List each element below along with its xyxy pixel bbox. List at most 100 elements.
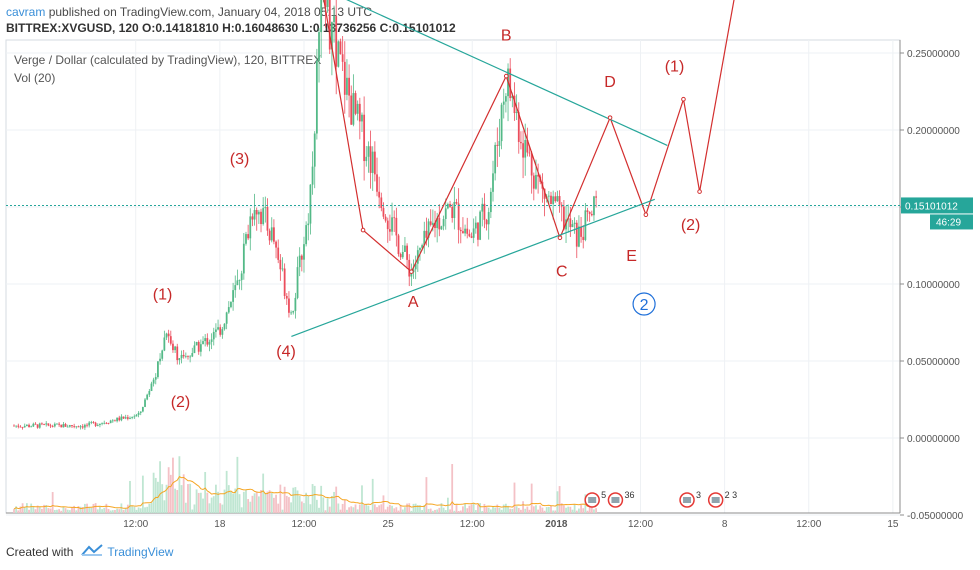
candle-body [399,254,402,258]
volume-bar [111,510,114,513]
author-link[interactable]: cavram [6,5,46,19]
volume-bar [580,504,582,513]
volume-bar [141,475,144,513]
candle-body [470,236,473,238]
candle-body [281,268,284,270]
volume-bar [539,505,542,513]
candle-body [556,196,559,202]
volume-bar [232,493,234,513]
volume-bar [520,509,522,513]
volume-bar [86,503,88,513]
volume-bar [28,509,30,513]
candle-body [504,96,507,102]
candle-body [180,354,183,359]
volume-bar [169,474,172,513]
volume-bar [455,504,458,513]
volume-bar [249,501,252,513]
volume-bar [159,461,161,513]
volume-bar [350,506,353,513]
volume-bar [41,508,43,513]
volume-bar [535,505,537,513]
volume-bar [436,509,439,513]
candle-body [436,217,439,229]
volume-bar [565,507,567,513]
x-tick-label: 12:00 [796,519,821,530]
volume-bar [99,506,101,513]
candle-body [182,354,185,357]
volume-bar [294,487,297,513]
volume-bar [279,484,282,513]
last-price-tag [901,197,973,214]
candle-body [500,104,503,142]
volume-bar [406,503,408,513]
candle-body [472,228,475,238]
candle-body [111,420,114,422]
candle-body [178,358,181,361]
wave-label: (2) [171,394,191,411]
volume-bar [509,508,512,513]
footer: Created with TradingView [6,544,173,559]
volume-bar [313,485,316,513]
candle-body [502,101,505,105]
candle-body [361,114,363,122]
tradingview-link[interactable]: TradingView [107,544,174,559]
volume-bar [298,495,301,513]
volume-bar [487,507,490,513]
volume-bar [13,509,15,513]
volume-bar [247,499,250,513]
volume-bar [382,495,385,513]
candle-body [88,422,91,426]
candle-body [163,337,166,351]
volume-bar [281,509,284,513]
volume-bar [410,510,413,513]
candle-body [96,424,99,426]
created-with-text: Created with [6,544,74,559]
candle-body [167,333,170,337]
candle-body [406,245,408,260]
candle-body [79,426,82,428]
volume-bar [163,500,166,513]
candle-body [270,227,273,241]
candle-body [298,255,301,268]
volume-bar [122,509,125,513]
volume-bar [236,456,239,513]
y-tick-label: 0.25000000 [907,49,960,60]
candle-body [290,312,292,314]
volume-bar [96,509,99,513]
volume-bar [401,509,404,513]
wave-vertex [557,235,563,241]
candle-body [444,208,447,219]
volume-bar [184,502,187,513]
volume-bar [124,508,127,513]
volume-bar [103,507,106,513]
candle-body [354,93,357,114]
candle-body [133,416,136,418]
volume-bar [129,480,131,513]
volume-bar [386,506,389,513]
candle-body [283,268,286,296]
volume-bar [537,509,540,513]
candle-body [429,221,432,225]
volume-bar [60,510,63,513]
candle-body [401,251,404,258]
volume-bar [502,504,505,513]
candle-body [141,406,144,412]
volume-bar [64,508,67,513]
candle-body [223,323,226,330]
y-tick-label: -0.05000000 [907,511,964,522]
volume-bar [197,492,200,513]
volume-bar [36,505,39,513]
volume-bar [245,489,247,513]
volume-bar [318,507,320,513]
volume-bar [137,507,140,513]
candle-body [459,229,462,232]
candle-body [217,327,219,330]
volume-bar [107,508,110,513]
x-tick-label: 12:00 [628,519,653,530]
candle-body [386,220,389,230]
volume-bar [451,464,454,513]
candle-body [103,422,106,424]
candle-body [247,234,250,239]
candle-body [560,204,563,207]
